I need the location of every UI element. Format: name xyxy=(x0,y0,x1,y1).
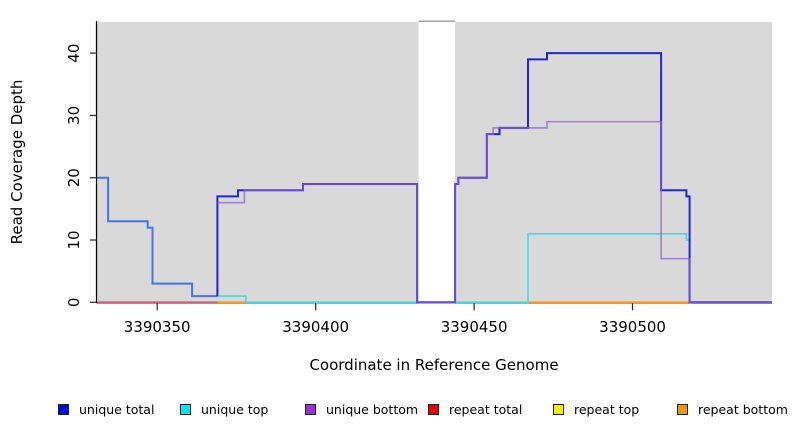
x-tick-label: 3390400 xyxy=(282,318,349,336)
legend-item-repeat-total: repeat total xyxy=(428,400,522,418)
legend: unique total unique top unique bottom repea… xyxy=(0,400,792,424)
x-tick-label: 3390500 xyxy=(599,318,666,336)
x-axis-title: Coordinate in Reference Genome xyxy=(309,356,559,374)
legend-label: repeat top xyxy=(574,401,640,417)
y-tick-label: 10 xyxy=(65,230,83,249)
series-unique-total xyxy=(97,176,218,298)
legend-swatch-icon xyxy=(58,403,69,415)
y-axis-title: Read Coverage Depth xyxy=(8,79,26,245)
legend-label: unique top xyxy=(201,401,269,417)
series-unique-bottom xyxy=(217,120,772,304)
y-tick-label: 0 xyxy=(65,298,83,308)
x-tick-label: 3390450 xyxy=(441,318,508,336)
coverage-gap xyxy=(418,21,456,304)
legend-label: unique total xyxy=(79,401,155,417)
legend-label: unique bottom xyxy=(326,401,419,417)
legend-swatch-icon xyxy=(677,403,688,415)
legend-swatch-icon xyxy=(553,403,564,415)
legend-item-unique-bottom: unique bottom xyxy=(305,400,418,418)
legend-item-unique-total: unique total xyxy=(58,400,154,418)
legend-label: repeat bottom xyxy=(698,401,788,417)
y-tick-label: 30 xyxy=(65,106,83,125)
y-tick-label: 20 xyxy=(65,168,83,187)
y-tick-label: 40 xyxy=(65,44,83,63)
legend-label: repeat total xyxy=(449,401,523,417)
legend-item-unique-top: unique top xyxy=(180,400,268,418)
legend-item-repeat-top: repeat top xyxy=(553,400,639,418)
legend-swatch-icon xyxy=(428,403,439,415)
legend-swatch-icon xyxy=(305,403,316,415)
legend-swatch-icon xyxy=(180,403,191,415)
x-tick-label: 3390350 xyxy=(124,318,191,336)
legend-item-repeat-bottom: repeat bottom xyxy=(677,400,788,418)
